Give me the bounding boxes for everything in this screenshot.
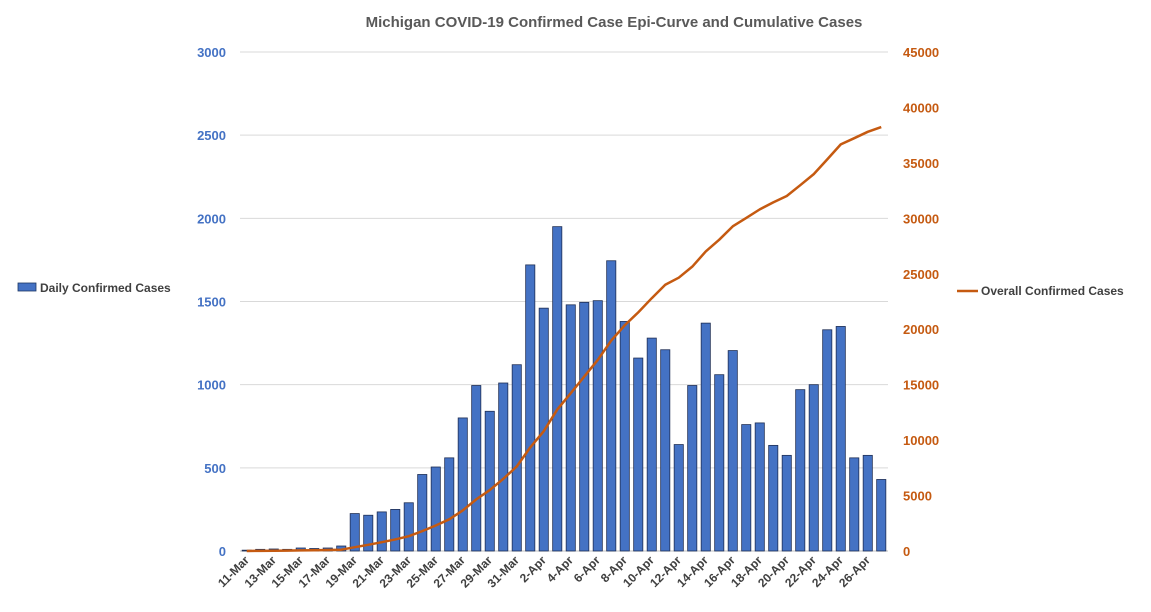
x-tick-label: 26-Apr <box>836 553 873 590</box>
daily-cases-bar <box>687 385 698 552</box>
daily-cases-bar <box>403 502 414 552</box>
y-axis-left: 0 500 1000 1500 2000 2500 3000 <box>197 45 226 559</box>
daily-cases-bar <box>714 374 725 552</box>
daily-cases-bar <box>565 304 576 552</box>
daily-cases-bar <box>754 422 765 552</box>
y-axis-right: 0 5000 10000 15000 20000 25000 30000 35000 40000… <box>903 45 939 559</box>
daily-cases-bar <box>390 509 401 552</box>
y-right-tick-label: 15000 <box>903 378 939 393</box>
daily-cases-bar <box>673 444 684 552</box>
y-right-tick-label: 0 <box>903 544 910 559</box>
x-tick-label: 4-Apr <box>544 553 576 585</box>
daily-cases-bars <box>241 226 887 552</box>
daily-cases-bar <box>592 300 603 552</box>
y-left-tick-label: 2500 <box>197 128 226 143</box>
y-right-tick-label: 40000 <box>903 100 939 115</box>
daily-cases-bar <box>633 357 644 552</box>
daily-cases-bar <box>781 454 792 552</box>
daily-cases-bar <box>646 337 657 552</box>
y-right-tick-label: 5000 <box>903 489 932 504</box>
daily-cases-bar <box>376 511 387 552</box>
daily-cases-bar <box>808 384 819 552</box>
y-right-tick-label: 45000 <box>903 45 939 60</box>
daily-cases-bar <box>768 444 779 552</box>
daily-cases-bar <box>525 264 536 552</box>
daily-cases-bar <box>700 322 711 552</box>
y-left-tick-label: 1000 <box>197 378 226 393</box>
y-left-tick-label: 0 <box>219 544 226 559</box>
x-axis: 11-Mar13-Mar15-Mar17-Mar19-Mar21-Mar23-M… <box>215 553 873 590</box>
legend-overall: Overall Confirmed Cases <box>957 284 1124 298</box>
daily-cases-bar <box>484 410 495 552</box>
daily-cases-bar <box>795 389 806 552</box>
daily-cases-bar <box>552 226 563 552</box>
daily-cases-bar <box>822 329 833 552</box>
daily-cases-bar <box>349 513 360 552</box>
daily-cases-bar <box>606 260 617 552</box>
cumulative-cases-polyline <box>246 125 882 553</box>
daily-cases-bar <box>511 364 522 552</box>
daily-cases-bar <box>363 514 374 552</box>
daily-cases-bar <box>417 474 428 552</box>
legend-daily-swatch <box>17 282 37 292</box>
y-right-tick-label: 35000 <box>903 156 939 171</box>
daily-cases-bar <box>727 350 738 552</box>
daily-cases-bar <box>457 417 468 552</box>
x-tick-label: 6-Apr <box>571 553 603 585</box>
daily-cases-bar <box>579 301 590 552</box>
legend-daily: Daily Confirmed Cases <box>17 281 171 295</box>
y-right-tick-label: 25000 <box>903 267 939 282</box>
daily-cases-bar <box>741 424 752 552</box>
daily-cases-bar <box>498 382 509 552</box>
daily-cases-bar <box>619 321 630 552</box>
daily-cases-bar <box>430 466 441 552</box>
daily-cases-bar <box>660 349 671 552</box>
daily-cases-bar <box>444 457 455 552</box>
daily-cases-bar <box>862 454 873 552</box>
y-right-tick-label: 30000 <box>903 211 939 226</box>
y-left-tick-label: 500 <box>204 461 226 476</box>
gridlines <box>240 51 888 552</box>
y-right-tick-label: 10000 <box>903 433 939 448</box>
daily-cases-bar <box>849 457 860 552</box>
y-right-tick-label: 20000 <box>903 322 939 337</box>
daily-cases-bar <box>876 479 887 552</box>
chart-title: Michigan COVID-19 Confirmed Case Epi-Cur… <box>366 14 863 31</box>
y-left-tick-label: 1500 <box>197 295 226 310</box>
x-tick-label: 2-Apr <box>517 553 549 585</box>
legend-overall-label: Overall Confirmed Cases <box>981 284 1124 298</box>
legend-daily-label: Daily Confirmed Cases <box>40 281 171 295</box>
cumulative-cases-line <box>246 125 882 553</box>
y-left-tick-label: 2000 <box>197 211 226 226</box>
y-left-tick-label: 3000 <box>197 45 226 60</box>
daily-cases-bar <box>471 385 482 552</box>
daily-cases-bar <box>835 326 846 552</box>
